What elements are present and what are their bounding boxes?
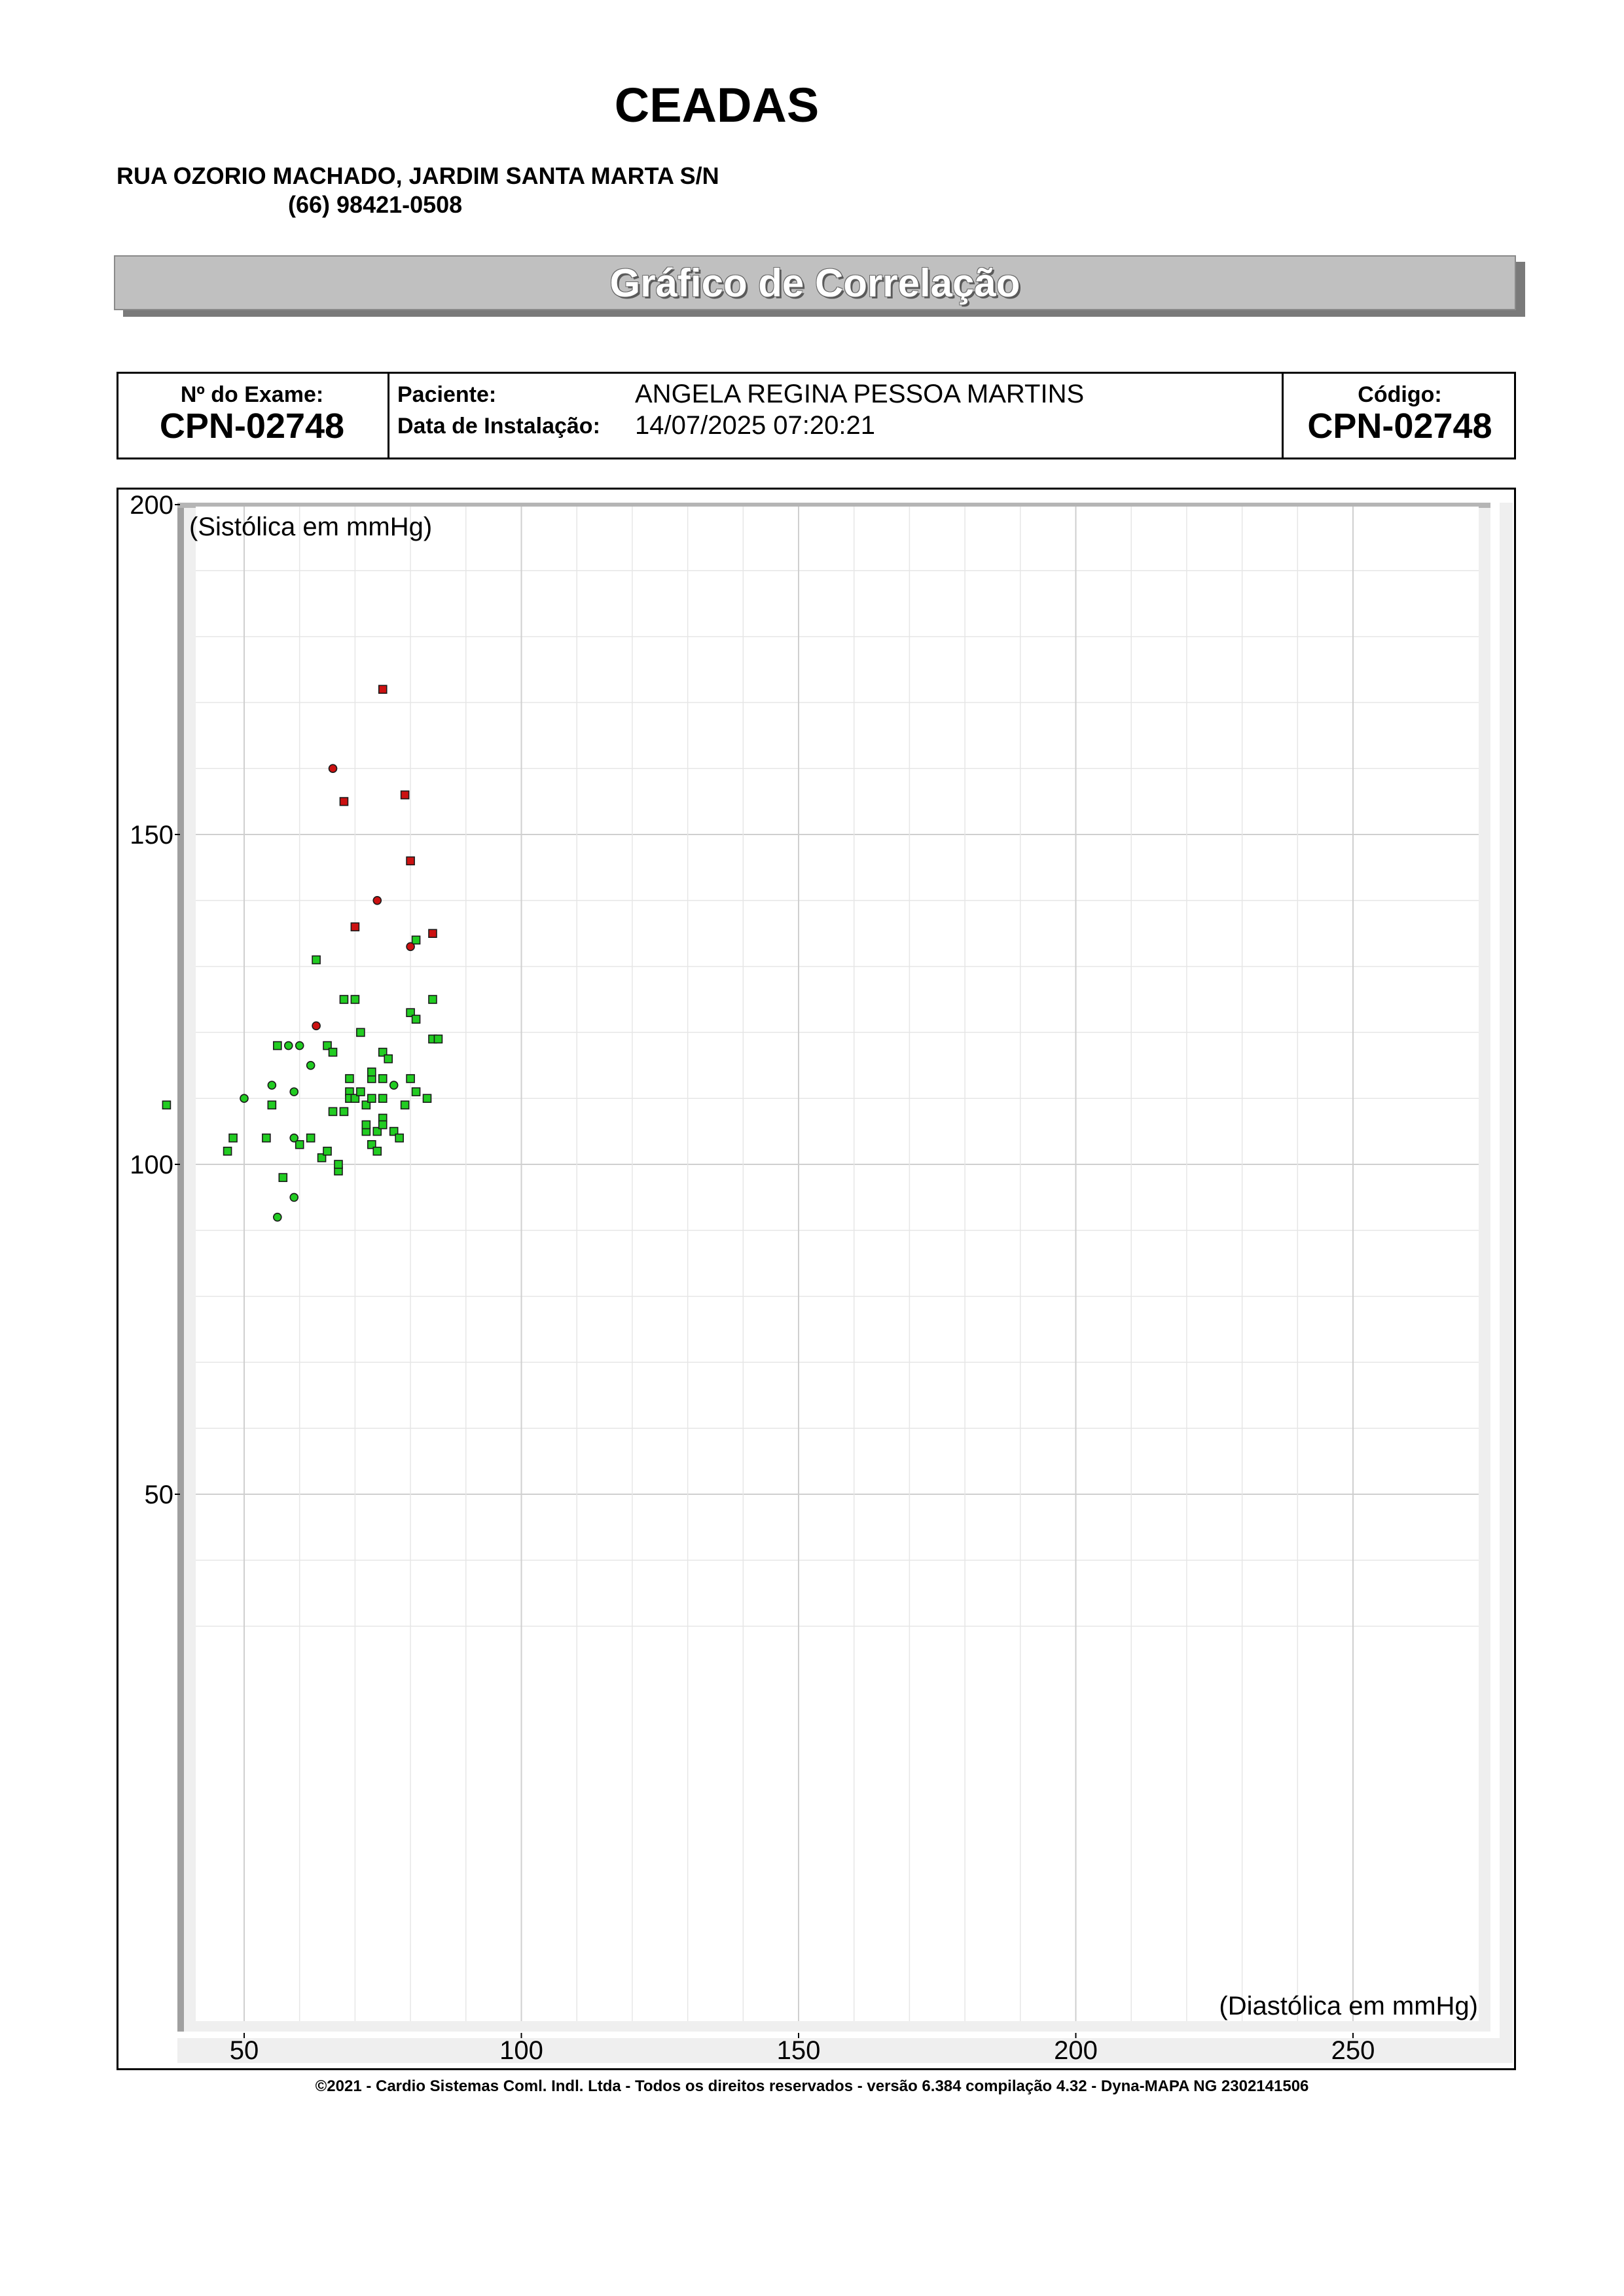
clinic-address: RUA OZORIO MACHADO, JARDIM SANTA MARTA S…: [117, 162, 719, 189]
normal-bp-point: [334, 1160, 343, 1169]
normal-bp-point: [356, 1087, 365, 1096]
chart-points: [162, 685, 443, 1222]
normal-bp-point: [400, 1100, 410, 1110]
elevated-bp-point: [378, 685, 388, 694]
clinic-name: CEADAS: [614, 78, 820, 132]
report-title-banner: Gráfico de Correlação: [114, 255, 1516, 310]
normal-bp-point: [367, 1067, 376, 1077]
code-label: Código:: [1358, 382, 1442, 407]
normal-bp-point: [328, 1047, 338, 1057]
normal-bp-point: [350, 995, 360, 1004]
install-date: 14/07/2025 07:20:21: [635, 411, 876, 440]
normal-bp-point: [378, 1047, 388, 1057]
normal-bp-point: [289, 1133, 299, 1143]
report-title: Gráfico de Correlação: [609, 260, 1020, 305]
normal-bp-point: [378, 1074, 388, 1083]
normal-bp-point: [240, 1094, 249, 1103]
normal-bp-point: [267, 1081, 277, 1090]
normal-bp-point: [389, 1126, 399, 1136]
chart-background: [118, 490, 1514, 2068]
elevated-bp-point: [400, 790, 410, 800]
normal-bp-point: [384, 1054, 393, 1064]
exam-number-label: Nº do Exame:: [180, 382, 324, 407]
normal-bp-point: [350, 1094, 360, 1103]
normal-bp-point: [411, 1087, 421, 1096]
x-axis-label: (Diastólica em mmHg): [1219, 1992, 1478, 2020]
normal-bp-point: [328, 1107, 338, 1117]
x-tick-label: 150: [777, 2036, 821, 2065]
y-tick-label: 200: [130, 491, 173, 520]
y-tick-label: 100: [130, 1151, 173, 1179]
normal-bp-point: [323, 1041, 332, 1050]
chart-grid: [196, 507, 1479, 2021]
normal-bp-point: [317, 1153, 327, 1162]
normal-bp-point: [273, 1212, 282, 1222]
normal-bp-point: [361, 1120, 371, 1130]
normal-bp-point: [223, 1147, 232, 1156]
normal-bp-point: [372, 1147, 382, 1156]
normal-bp-point: [323, 1147, 332, 1156]
normal-bp-point: [411, 1014, 421, 1024]
normal-bp-point: [306, 1133, 316, 1143]
x-tick-label: 250: [1331, 2036, 1375, 2065]
footer-copyright: ©2021 - Cardio Sistemas Coml. Indl. Ltda…: [315, 2077, 1309, 2095]
normal-bp-point: [339, 1107, 349, 1117]
normal-bp-point: [295, 1041, 304, 1050]
code-value: CPN-02748: [1307, 406, 1492, 446]
correlation-scatter-chart: 5010015020025050100150200250 (Sistólica …: [118, 490, 1514, 2068]
normal-bp-point: [345, 1074, 354, 1083]
x-tick-label: 100: [499, 2036, 543, 2065]
patient-label: Paciente:: [397, 382, 497, 407]
normal-bp-point: [273, 1041, 282, 1050]
elevated-bp-point: [328, 764, 338, 774]
normal-bp-point: [433, 1034, 443, 1044]
elevated-bp-point: [428, 929, 437, 939]
normal-bp-point: [289, 1087, 299, 1096]
normal-bp-point: [367, 1094, 376, 1103]
normal-bp-point: [356, 1028, 365, 1037]
normal-bp-point: [339, 995, 349, 1004]
normal-bp-point: [395, 1133, 404, 1143]
exam-number: CPN-02748: [159, 406, 345, 446]
elevated-bp-point: [406, 942, 415, 952]
elevated-bp-point: [350, 922, 360, 931]
normal-bp-point: [389, 1081, 399, 1090]
y-axis-label: (Sistólica em mmHg): [189, 512, 432, 541]
clinic-phone: (66) 98421-0508: [288, 191, 463, 218]
y-tick-label: 50: [145, 1480, 174, 1509]
patient-name: ANGELA REGINA PESSOA MARTINS: [635, 380, 1085, 408]
elevated-bp-point: [339, 797, 349, 806]
normal-bp-point: [406, 1074, 415, 1083]
install-date-label: Data de Instalação:: [397, 414, 600, 439]
normal-bp-point: [289, 1193, 299, 1202]
chart-ticks: 5010015020025050100150200250: [130, 491, 1375, 2065]
info-divider: [388, 372, 389, 459]
info-divider: [1282, 372, 1284, 459]
normal-bp-point: [428, 995, 437, 1004]
x-tick-label: 50: [230, 2036, 259, 2065]
normal-bp-point: [283, 1041, 293, 1050]
elevated-bp-point: [372, 895, 382, 905]
normal-bp-point: [372, 1126, 382, 1136]
elevated-bp-point: [312, 1021, 321, 1031]
normal-bp-point: [306, 1060, 316, 1070]
normal-bp-point: [228, 1133, 238, 1143]
normal-bp-point: [295, 1139, 304, 1149]
normal-bp-point: [162, 1100, 171, 1110]
exam-info-box: [117, 372, 1516, 459]
normal-bp-point: [361, 1100, 371, 1110]
normal-bp-point: [378, 1094, 388, 1103]
normal-bp-point: [312, 955, 321, 965]
normal-bp-point: [267, 1100, 277, 1110]
y-tick-label: 150: [130, 821, 173, 850]
x-tick-label: 200: [1054, 2036, 1098, 2065]
normal-bp-point: [367, 1139, 376, 1149]
normal-bp-point: [422, 1094, 432, 1103]
elevated-bp-point: [406, 856, 415, 866]
normal-bp-point: [378, 1120, 388, 1130]
normal-bp-point: [411, 935, 421, 945]
normal-bp-point: [406, 1008, 415, 1017]
normal-bp-point: [278, 1173, 288, 1182]
normal-bp-point: [262, 1133, 271, 1143]
